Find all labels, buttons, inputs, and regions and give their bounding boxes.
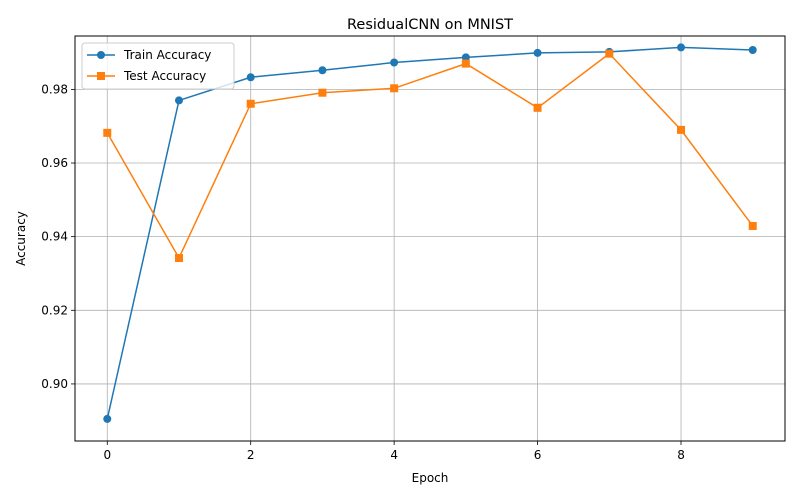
data-point bbox=[461, 59, 470, 68]
series-test bbox=[103, 49, 757, 263]
grid-lines bbox=[75, 36, 785, 441]
legend-item: Test Accuracy bbox=[87, 69, 206, 83]
legend-box bbox=[81, 42, 235, 90]
y-tick-label: 0.98 bbox=[41, 82, 68, 96]
data-point bbox=[318, 88, 327, 97]
data-point bbox=[461, 53, 470, 62]
data-point bbox=[174, 254, 183, 263]
legend-label: Train Accuracy bbox=[123, 48, 211, 62]
x-tick-label: 8 bbox=[677, 448, 685, 462]
data-point bbox=[103, 414, 112, 423]
data-point bbox=[533, 103, 542, 112]
data-point bbox=[390, 84, 399, 93]
x-axis: 0 2 4 6 8 bbox=[103, 441, 685, 462]
data-point bbox=[390, 58, 399, 67]
x-tick-label: 4 bbox=[390, 448, 398, 462]
legend-label: Test Accuracy bbox=[123, 69, 206, 83]
series-line bbox=[106, 52, 754, 260]
x-tick-label: 6 bbox=[534, 448, 542, 462]
y-tick-label: 0.94 bbox=[41, 230, 68, 244]
x-axis-title: Epoch bbox=[412, 471, 449, 485]
data-point bbox=[677, 43, 686, 52]
data-point bbox=[605, 49, 614, 58]
legend-marker bbox=[97, 51, 105, 59]
data-point bbox=[246, 73, 255, 82]
data-point bbox=[748, 45, 757, 54]
y-tick-label: 0.96 bbox=[41, 156, 68, 170]
legend: Train Accuracy Test Accuracy bbox=[81, 42, 235, 90]
chart-title: ResidualCNN on MNIST bbox=[347, 17, 513, 33]
data-point bbox=[677, 125, 686, 134]
legend-item: Train Accuracy bbox=[87, 48, 211, 62]
x-tick-label: 2 bbox=[247, 448, 255, 462]
data-point bbox=[103, 128, 112, 137]
data-point bbox=[246, 99, 255, 108]
y-axis: 0.90 0.92 0.94 0.96 0.98 bbox=[41, 82, 75, 391]
y-axis-title: Accuracy bbox=[14, 211, 28, 266]
y-tick-label: 0.92 bbox=[41, 303, 68, 317]
y-tick-label: 0.90 bbox=[41, 377, 68, 391]
legend-marker bbox=[97, 72, 105, 80]
data-point bbox=[533, 48, 542, 57]
data-point bbox=[748, 221, 757, 230]
plot-frame bbox=[74, 35, 786, 442]
x-tick-label: 0 bbox=[103, 448, 111, 462]
data-point bbox=[318, 66, 327, 75]
data-point bbox=[174, 96, 183, 105]
